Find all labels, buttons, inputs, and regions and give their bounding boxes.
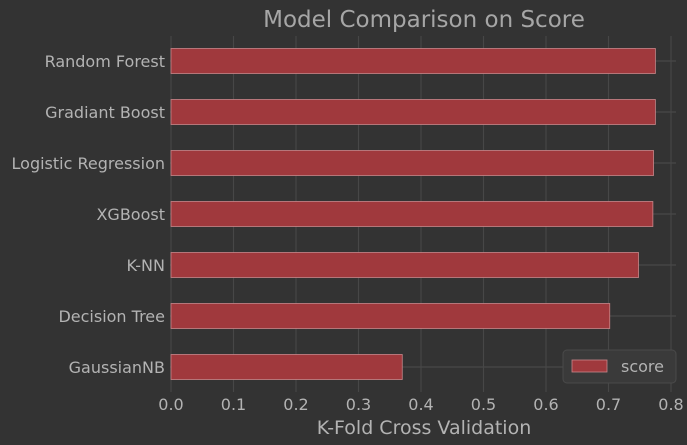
chart-title: Model Comparison on Score	[263, 7, 585, 33]
x-tick-label: 0.8	[658, 395, 683, 414]
legend-label: score	[621, 357, 664, 376]
y-tick-label: Decision Tree	[58, 307, 165, 326]
legend-swatch	[571, 359, 608, 373]
y-tick-label: Random Forest	[45, 52, 165, 71]
x-tick-label: 0.4	[408, 395, 433, 414]
legend: score	[562, 349, 677, 384]
y-tick-label: Gradiant Boost	[45, 103, 165, 122]
bar-decision-tree	[170, 303, 611, 329]
x-tick-label: 0.3	[346, 395, 371, 414]
x-tick-label: 0.1	[221, 395, 246, 414]
x-axis-label: K-Fold Cross Validation	[317, 417, 532, 439]
bar-k-nn	[170, 252, 639, 278]
bar-xgboost	[170, 201, 654, 227]
x-tick-label: 0.0	[158, 395, 183, 414]
y-tick-label: GaussianNB	[69, 358, 165, 377]
bar-random-forest	[170, 48, 656, 74]
bar-gradiant-boost	[170, 99, 656, 125]
legend-box	[562, 349, 677, 384]
bar-logistic-regression	[170, 150, 654, 176]
x-tick-label: 0.2	[283, 395, 308, 414]
x-tick-labels: 0.0 0.1 0.2 0.3 0.4 0.5 0.6 0.7 0.8	[158, 395, 683, 414]
x-tick-label: 0.7	[596, 395, 621, 414]
x-tick-label: 0.5	[471, 395, 496, 414]
bars	[170, 48, 656, 380]
y-tick-label: K-NN	[126, 256, 165, 275]
y-tick-label: XGBoost	[96, 205, 165, 224]
y-tick-labels: Random Forest Gradiant Boost Logistic Regr…	[12, 52, 165, 377]
bar-gaussiannb	[170, 354, 403, 380]
x-tick-label: 0.6	[533, 395, 558, 414]
y-tick-label: Logistic Regression	[12, 154, 165, 173]
